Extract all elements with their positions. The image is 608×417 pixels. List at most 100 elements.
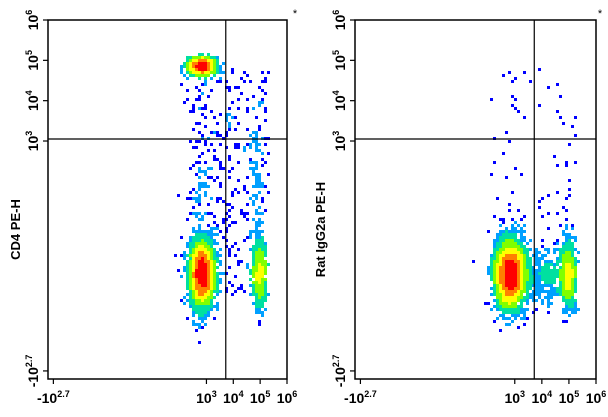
event-bin [246, 203, 249, 206]
event-bin [511, 269, 514, 272]
event-bin [505, 302, 508, 305]
event-bin [213, 260, 216, 263]
event-bin [562, 263, 565, 266]
event-bin [195, 260, 198, 263]
event-bin [246, 191, 249, 194]
event-bin [508, 317, 511, 320]
event-bin [198, 227, 201, 230]
event-bin [544, 278, 547, 281]
event-bin [198, 290, 201, 293]
event-bin [216, 62, 219, 65]
event-bin [243, 185, 246, 188]
event-bin [210, 251, 213, 254]
event-bin [216, 260, 219, 263]
event-bin [204, 236, 207, 239]
event-bin [526, 266, 529, 269]
event-bin [508, 248, 511, 251]
event-bin [207, 266, 210, 269]
event-bin [517, 269, 520, 272]
event-bin [192, 59, 195, 62]
event-bin [195, 161, 198, 164]
event-bin [565, 293, 568, 296]
density-plot [174, 53, 270, 344]
event-bin [493, 293, 496, 296]
event-bin [231, 101, 234, 104]
event-bin [252, 269, 255, 272]
event-bin [571, 263, 574, 266]
event-bin [201, 62, 204, 65]
event-bin [207, 248, 210, 251]
event-bin [517, 257, 520, 260]
event-bin [216, 200, 219, 203]
event-bin [517, 209, 520, 212]
event-bin [258, 230, 261, 233]
event-bin [261, 230, 264, 233]
event-bin [550, 278, 553, 281]
event-bin [189, 266, 192, 269]
event-bin [547, 248, 550, 251]
event-bin [210, 272, 213, 275]
event-bin [505, 227, 508, 230]
event-bin [195, 122, 198, 125]
event-bin [219, 71, 222, 74]
event-bin [571, 302, 574, 305]
event-bin [258, 248, 261, 251]
event-bin [207, 203, 210, 206]
event-bin [571, 284, 574, 287]
event-bin [517, 287, 520, 290]
event-bin [222, 71, 225, 74]
event-bin [550, 284, 553, 287]
event-bin [499, 293, 502, 296]
event-bin [258, 293, 261, 296]
event-bin [249, 293, 252, 296]
event-bin [559, 224, 562, 227]
event-bin [192, 263, 195, 266]
event-bin [514, 227, 517, 230]
event-bin [535, 269, 538, 272]
event-bin [204, 185, 207, 188]
event-bin [261, 281, 264, 284]
event-bin [556, 257, 559, 260]
event-bin [207, 293, 210, 296]
event-bin [565, 308, 568, 311]
event-bin [505, 290, 508, 293]
event-bin [225, 272, 228, 275]
event-bin [514, 233, 517, 236]
event-bin [526, 242, 529, 245]
event-bin [195, 275, 198, 278]
event-bin [234, 116, 237, 119]
event-bin [252, 173, 255, 176]
event-bin [255, 260, 258, 263]
event-bin [255, 311, 258, 314]
event-bin [505, 233, 508, 236]
event-bin [565, 251, 568, 254]
event-bin [547, 311, 550, 314]
event-bin [198, 302, 201, 305]
x-tick-label: 104 [532, 389, 553, 406]
event-bin [201, 278, 204, 281]
event-bin [562, 296, 565, 299]
event-bin [192, 269, 195, 272]
event-bin [267, 173, 270, 176]
event-bin [529, 263, 532, 266]
event-bin [535, 287, 538, 290]
event-bin [195, 266, 198, 269]
event-bin [210, 65, 213, 68]
event-bin [523, 236, 526, 239]
event-bin [502, 311, 505, 314]
event-bin [216, 257, 219, 260]
event-bin [207, 59, 210, 62]
event-bin [505, 230, 508, 233]
event-bin [505, 311, 508, 314]
event-bin [192, 68, 195, 71]
event-bin [571, 293, 574, 296]
event-bin [523, 317, 526, 320]
event-bin [189, 140, 192, 143]
event-bin [264, 248, 267, 251]
event-bin [264, 119, 267, 122]
event-bin [186, 77, 189, 80]
y-tick-label: 105 [24, 50, 41, 71]
event-bin [258, 320, 261, 323]
event-bin [261, 266, 264, 269]
event-bin [198, 200, 201, 203]
